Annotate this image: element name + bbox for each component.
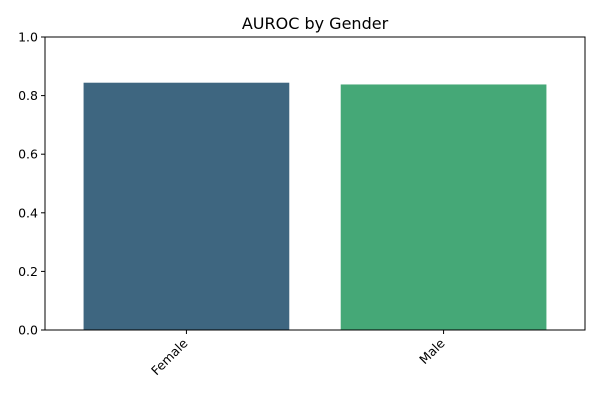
plot-frame [44,36,586,331]
y-tick-label: 0.4 [18,205,38,220]
x-tick-label-female: Female [148,335,191,378]
y-tick-label: 0.2 [18,264,38,279]
x-tick-label-male: Male [416,335,448,367]
chart-title: AUROC by Gender [242,14,389,33]
x-axis: Female Male [148,330,448,378]
y-axis: 0.0 0.2 0.4 0.6 0.8 1.0 [18,30,45,338]
bars-group [83,82,547,330]
bar-female [83,82,290,330]
y-tick-label: 0.6 [18,147,38,162]
y-tick-label: 0.0 [18,323,38,338]
y-tick-label: 1.0 [18,30,38,45]
bar-male [340,84,547,330]
y-tick-label: 0.8 [18,88,38,103]
